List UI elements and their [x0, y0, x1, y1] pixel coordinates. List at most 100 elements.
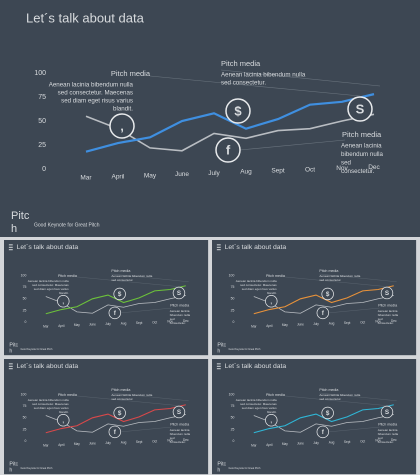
y-tick-label: 0 — [24, 439, 26, 443]
y-tick-label: 75 — [23, 404, 27, 408]
x-tick-label: Oct — [152, 320, 157, 324]
annotation-text: bibendum nulla — [378, 432, 399, 436]
annotation-text: sed consectetur. — [319, 278, 341, 282]
x-tick-label: June — [297, 442, 304, 446]
icon-circle — [380, 286, 394, 300]
x-tick-label: July — [105, 441, 111, 445]
menu-icon — [216, 244, 221, 251]
icon-circle — [321, 406, 334, 420]
x-tick-label: Sept — [344, 440, 351, 444]
x-tick-label: Nov — [375, 320, 381, 324]
x-tick-label: Aug — [121, 321, 127, 325]
x-tick-label: Nov — [167, 320, 173, 324]
x-tick-label: July — [313, 441, 319, 445]
x-tick-label: Aug — [329, 321, 335, 325]
annotation-title: Pitch media — [378, 304, 398, 308]
icon-glyph: $ — [326, 291, 330, 298]
annotation-text: bibendum nulla — [378, 313, 399, 317]
icon-circle — [113, 287, 126, 301]
annotation-text: bibendum nulla — [170, 432, 191, 436]
annotation-text: Aenean lacinia bibendum nulla — [111, 393, 152, 397]
icon-circle — [380, 405, 394, 419]
annotation-text: sed consectetur. Maecenas — [240, 402, 277, 406]
icon-glyph: , — [120, 118, 124, 133]
annotation-text: Aenean lacinia — [378, 428, 398, 432]
icon-glyph: f — [226, 142, 231, 157]
x-tick-label: Nov — [336, 165, 348, 172]
icon-circle — [321, 287, 334, 301]
slide-background — [212, 359, 417, 475]
icon-glyph: $ — [118, 291, 122, 298]
annotation-text: Aenean lacinia bibendum nulla — [49, 82, 134, 89]
x-tick-label: Mar — [43, 324, 48, 328]
connector — [149, 75, 361, 97]
icon-glyph: f — [114, 310, 117, 317]
y-tick-label: 0 — [42, 166, 46, 173]
annotation-text: sed diam eget risus varius — [242, 287, 277, 291]
annotation-title: Pitch media — [266, 274, 286, 278]
annotation-text: sed — [378, 436, 383, 440]
annotation-title: Pitch media — [319, 269, 339, 273]
icon-circle — [265, 414, 278, 427]
x-tick-label: Aug — [329, 440, 335, 444]
x-tick-label: Mar — [80, 175, 92, 182]
series-line — [45, 285, 186, 315]
icon-circle — [108, 306, 122, 320]
logo: h — [217, 349, 220, 355]
annotation-text: blandit. — [113, 106, 133, 113]
tagline: Good Keynote for Great Pitch — [34, 222, 100, 228]
y-tick-label: 25 — [231, 427, 235, 431]
annotation-text: sed consectetur. Maecenas — [58, 90, 133, 97]
annotation-text: sed diam eget risus varius — [242, 406, 277, 410]
logo: Pitc — [9, 342, 18, 348]
annotation-title: Pitch media — [319, 388, 339, 392]
y-tick-label: 25 — [231, 308, 235, 312]
series-line — [45, 414, 186, 433]
logo: h — [217, 468, 220, 474]
annotation-text: consectetur. — [378, 321, 394, 325]
slide-title: Let´s talk about data — [17, 363, 79, 370]
annotation-text: blandit. — [59, 410, 69, 414]
slide-title: Let´s talk about data — [225, 244, 287, 251]
icon-glyph: , — [62, 417, 64, 424]
icon-glyph: f — [114, 429, 117, 436]
y-tick-label: 50 — [23, 416, 27, 420]
series-line — [253, 414, 394, 433]
annotation-text: sed — [170, 436, 175, 440]
menu-icon — [8, 244, 13, 251]
icon-circle — [316, 425, 330, 439]
y-tick-label: 25 — [23, 427, 27, 431]
logo: Pitc — [9, 461, 18, 467]
x-tick-label: May — [74, 442, 80, 446]
icon-circle — [57, 414, 70, 427]
icon-circle — [108, 425, 122, 439]
y-tick-label: 0 — [24, 320, 26, 324]
slide-background — [4, 240, 209, 356]
tagline: Good Keynote for Great Pitch — [21, 467, 53, 470]
series-line — [253, 295, 394, 314]
x-tick-label: Sept — [344, 321, 351, 325]
annotation-text: bibendum nulla — [170, 313, 191, 317]
tagline: Good Keynote for Great Pitch — [21, 348, 53, 351]
icon-circle — [215, 137, 241, 163]
annotation-text: blandit. — [267, 291, 277, 295]
y-tick-label: 50 — [231, 297, 235, 301]
x-tick-label: Sept — [271, 168, 285, 175]
icon-glyph: , — [62, 298, 64, 305]
slide-background — [212, 240, 417, 356]
series-line — [85, 113, 375, 152]
x-tick-label: Dec — [183, 319, 189, 323]
icon-glyph: S — [385, 290, 389, 297]
y-tick-label: 50 — [23, 297, 27, 301]
connector — [284, 395, 387, 406]
x-tick-label: July — [105, 322, 111, 326]
y-tick-label: 25 — [23, 308, 27, 312]
x-tick-label: Aug — [121, 440, 127, 444]
series-line — [85, 93, 375, 153]
logo: h — [9, 349, 12, 355]
x-tick-label: Oct — [152, 439, 157, 443]
annotation-text: Aenean lacinia bibendum nulla — [28, 398, 69, 402]
slide-background — [4, 359, 209, 475]
x-tick-label: April — [266, 443, 273, 447]
annotation-text: sed diam eget risus varius — [34, 406, 69, 410]
